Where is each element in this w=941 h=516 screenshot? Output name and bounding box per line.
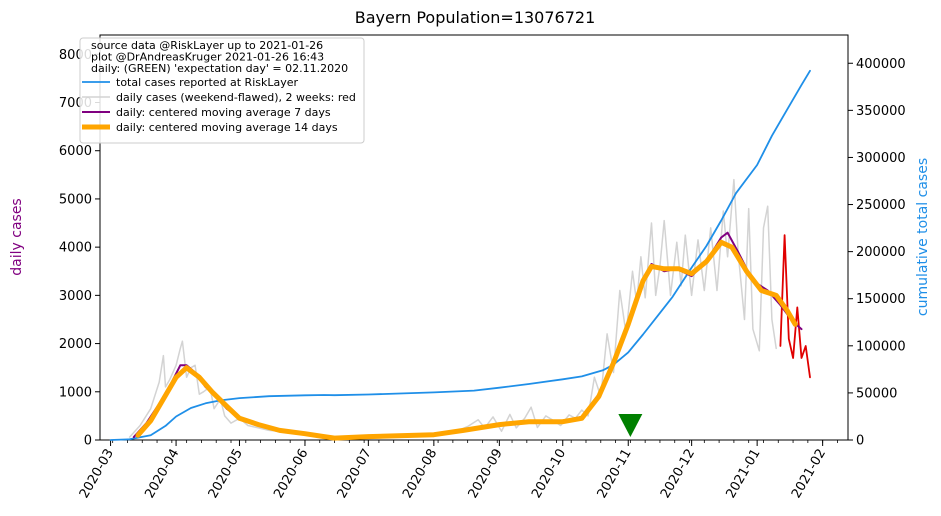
x-tick-label: 2020-08: [400, 447, 440, 502]
left-tick-label: 2000: [59, 337, 92, 352]
expectation-day-marker: [618, 414, 643, 437]
left-tick-label: 5000: [59, 192, 92, 207]
legend: source data @RiskLayer up to 2021-01-26p…: [79, 37, 365, 144]
left-tick-label: 0: [84, 434, 92, 449]
left-tick-label: 4000: [59, 241, 92, 256]
series-line-daily-recent: [779, 234, 811, 379]
left-tick-label: 1000: [59, 385, 92, 400]
series-line-cumulative: [109, 69, 811, 441]
right-tick-label: 150000: [856, 292, 906, 307]
right-tick-label: 100000: [856, 339, 906, 354]
x-tick-label: 2020-07: [335, 447, 375, 502]
legend-entry: daily: centered moving average 7 days: [116, 106, 331, 119]
left-axis-label: daily cases: [9, 198, 25, 275]
chart-title: Bayern Population=13076721: [355, 8, 596, 27]
legend-entry: daily cases (weekend-flawed), 2 weeks: r…: [116, 91, 356, 104]
x-tick-label: 2020-05: [206, 447, 246, 502]
right-axis-label: cumulative total cases: [915, 158, 931, 316]
series-line-ma14: [135, 239, 798, 441]
x-tick-label: 2021-01: [723, 447, 763, 502]
left-tick-label: 6000: [59, 144, 92, 159]
right-tick-label: 300000: [856, 151, 906, 166]
legend-entry: total cases reported at RiskLayer: [116, 76, 299, 89]
right-tick-label: 350000: [856, 104, 906, 119]
legend-header-line: source data @RiskLayer up to 2021-01-26: [91, 39, 323, 52]
x-tick-label: 2020-12: [658, 447, 698, 502]
x-tick-label: 2021-02: [789, 447, 829, 502]
x-tick-label: 2020-10: [529, 447, 569, 502]
right-tick-label: 50000: [856, 386, 897, 401]
legend-entry: daily: centered moving average 14 days: [116, 121, 338, 134]
legend-header-line: daily: (GREEN) 'expectation day' = 02.11…: [91, 62, 348, 75]
right-tick-label: 200000: [856, 245, 906, 260]
x-tick-label: 2020-03: [77, 447, 117, 502]
right-tick-label: 0: [856, 434, 864, 449]
x-tick-label: 2020-06: [271, 447, 311, 502]
plot-frame: [99, 34, 849, 441]
right-tick-label: 400000: [856, 57, 906, 72]
x-tick-label: 2020-11: [595, 447, 635, 502]
x-tick-label: 2020-09: [466, 447, 506, 502]
right-tick-label: 250000: [856, 198, 906, 213]
legend-header-line: plot @DrAndreasKruger 2021-01-26 16:43: [91, 51, 324, 64]
left-tick-label: 3000: [59, 289, 92, 304]
x-tick-label: 2020-04: [142, 447, 182, 502]
legend-box: [79, 37, 365, 144]
